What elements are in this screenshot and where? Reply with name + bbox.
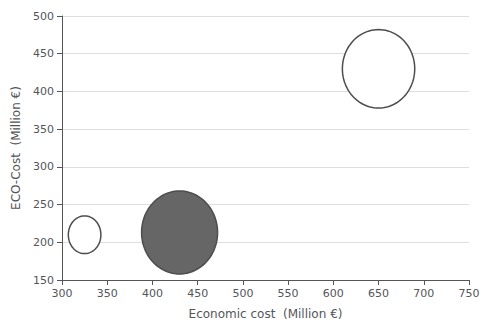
svg-text:650: 650 (368, 287, 389, 300)
svg-text:350: 350 (97, 287, 118, 300)
svg-text:200: 200 (33, 236, 54, 249)
svg-text:150: 150 (33, 274, 54, 287)
svg-text:600: 600 (323, 287, 344, 300)
svg-text:300: 300 (52, 287, 73, 300)
svg-text:Economic cost (Million €): Economic cost (Million €) (189, 307, 343, 321)
svg-text:400: 400 (33, 85, 54, 98)
svg-text:550: 550 (278, 287, 299, 300)
svg-text:500: 500 (232, 287, 253, 300)
svg-text:400: 400 (142, 287, 163, 300)
svg-text:350: 350 (33, 123, 54, 136)
svg-text:750: 750 (459, 287, 480, 300)
svg-text:300: 300 (33, 160, 54, 173)
svg-text:700: 700 (413, 287, 434, 300)
svg-text:450: 450 (33, 47, 54, 60)
svg-text:500: 500 (33, 10, 54, 23)
svg-text:ECO-Cost (Million €): ECO-Cost (Million €) (9, 86, 23, 210)
svg-text:250: 250 (33, 198, 54, 211)
svg-text:450: 450 (187, 287, 208, 300)
